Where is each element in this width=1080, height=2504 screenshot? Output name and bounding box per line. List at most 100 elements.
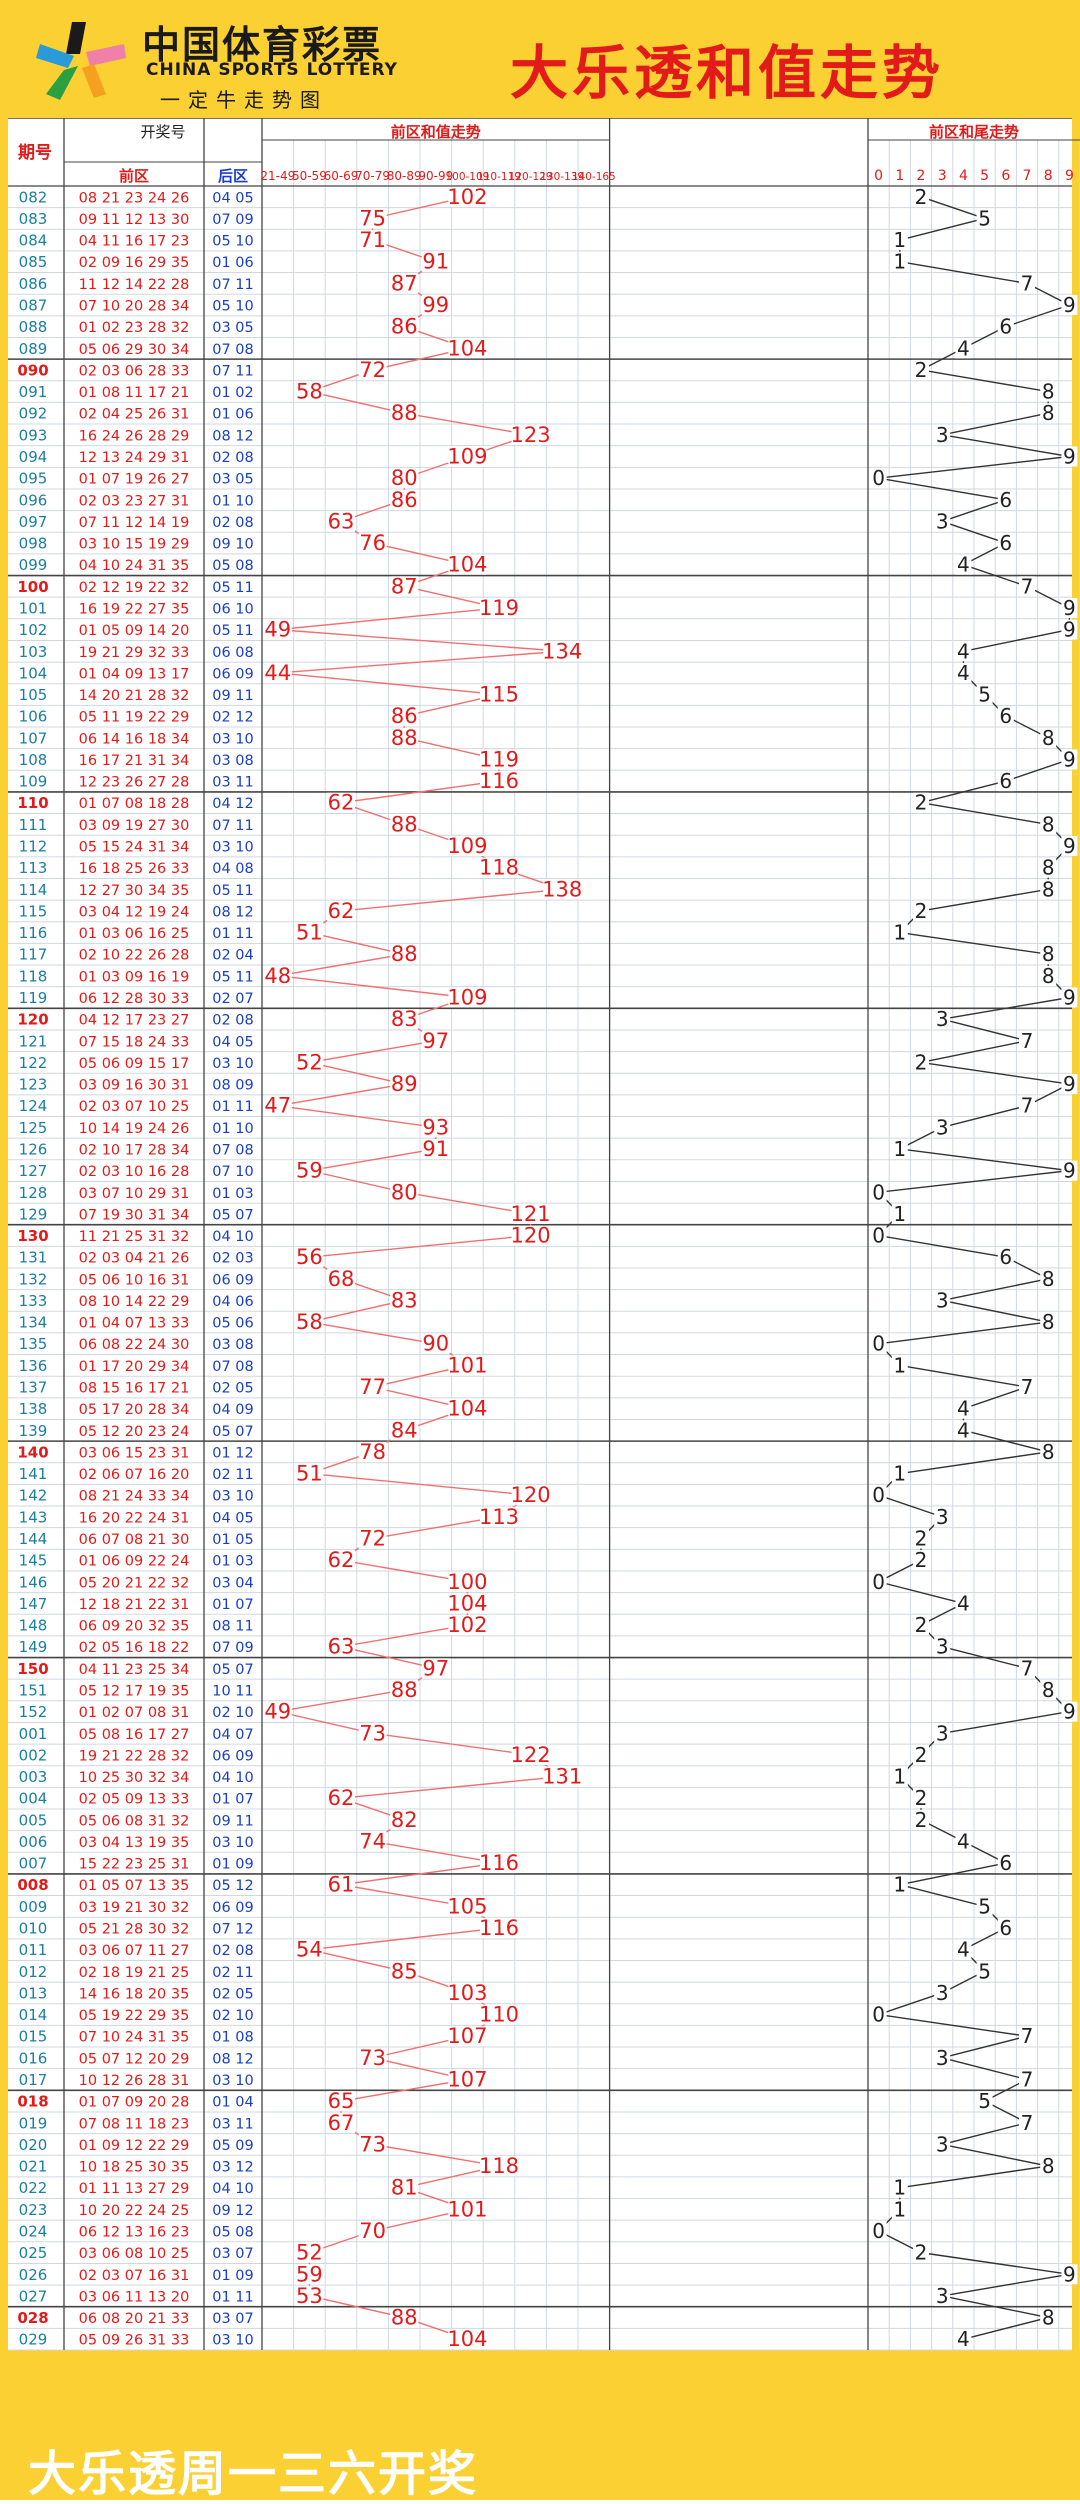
tail-value: 9 (1063, 2262, 1076, 2286)
sum-value: 53 (296, 2284, 323, 2308)
back-numbers: 01 06 (212, 255, 254, 271)
issue-number: 014 (19, 2006, 48, 2024)
back-numbers: 07 08 (212, 342, 254, 358)
tail-marker-bg (955, 641, 972, 662)
lottery-logo-icon (36, 22, 126, 100)
tail-value: 9 (1063, 445, 1076, 469)
tail-marker-bg (997, 706, 1014, 727)
tail-trend-segment (941, 520, 1007, 544)
tail-value: 8 (1042, 812, 1055, 836)
bottom-fill (0, 2350, 1080, 2420)
tail-value: 8 (1042, 2306, 1055, 2330)
front-numbers: 01 02 07 08 31 (79, 1705, 190, 1721)
back-numbers: 05 08 (212, 558, 254, 574)
issue-number: 133 (19, 1292, 48, 1310)
front-numbers: 03 19 21 30 32 (79, 1900, 190, 1916)
issue-number: 125 (19, 1119, 48, 1137)
issue-number: 135 (19, 1335, 48, 1353)
sum-value: 88 (391, 2306, 418, 2330)
sum-marker-bg (421, 1117, 450, 1138)
back-numbers: 05 06 (212, 1316, 254, 1332)
tail-marker-bg (870, 1333, 887, 1354)
back-numbers: 03 05 (212, 320, 254, 336)
tail-marker-bg (1061, 2264, 1078, 2285)
tail-trend-segment (942, 434, 1070, 458)
tail-trend-segment (942, 2143, 1049, 2167)
sum-value: 48 (264, 964, 291, 988)
back-numbers: 01 03 (212, 1186, 254, 1202)
issue-number: 027 (19, 2287, 48, 2305)
front-numbers: 10 20 22 24 25 (79, 2203, 190, 2219)
tail-value: 9 (1063, 986, 1076, 1010)
sum-value: 118 (479, 856, 519, 880)
sum-value: 52 (296, 2241, 323, 2265)
sum-trend-segment (340, 1884, 468, 1908)
sum-marker-bg (448, 1615, 487, 1636)
tail-marker-bg (1040, 403, 1057, 424)
front-numbers: 03 07 10 29 31 (79, 1186, 190, 1202)
back-numbers: 04 10 (212, 1770, 254, 1786)
back-numbers: 08 11 (212, 1619, 254, 1635)
sum-marker-bg (448, 1355, 487, 1376)
tail-value: 9 (1063, 834, 1076, 858)
front-numbers: 12 23 26 27 28 (79, 775, 190, 791)
front-numbers: 07 11 12 14 19 (79, 515, 190, 531)
sum-value: 100 (447, 1570, 487, 1594)
tail-marker-bg (1061, 1160, 1078, 1181)
sum-value: 76 (359, 531, 386, 555)
sum-marker-bg (480, 2156, 518, 2177)
tail-value: 9 (1063, 1159, 1076, 1183)
tail-value: 2 (915, 185, 928, 209)
front-numbers: 05 21 28 30 32 (79, 1922, 190, 1938)
sum-marker-bg (480, 684, 518, 705)
issue-number: 150 (17, 1660, 48, 1678)
back-numbers: 05 11 (212, 580, 254, 596)
sum-trend-segment (340, 2078, 468, 2102)
front-numbers: 03 06 08 10 25 (79, 2246, 190, 2262)
tail-header: 前区和尾走势 (929, 123, 1019, 141)
back-numbers: 04 08 (212, 861, 254, 877)
back-numbers: 08 12 (212, 428, 254, 444)
issue-number: 127 (19, 1162, 48, 1180)
sum-value: 113 (479, 1505, 519, 1529)
tail-value: 2 (915, 1808, 928, 1832)
sum-trend-segment (277, 1083, 405, 1107)
tail-value: 4 (957, 661, 970, 685)
front-numbers: 02 12 19 22 32 (79, 580, 190, 596)
front-numbers: 19 21 22 28 32 (79, 1748, 190, 1764)
sum-value: 101 (447, 1353, 487, 1377)
sum-marker-bg (511, 1225, 550, 1246)
issue-number: 002 (19, 1746, 48, 1764)
issue-number: 087 (19, 297, 48, 315)
tail-marker-bg (976, 208, 993, 229)
front-numbers: 05 17 20 28 34 (79, 1402, 190, 1418)
tail-value: 4 (957, 553, 970, 577)
issue-number: 124 (19, 1097, 48, 1115)
tail-value: 8 (1042, 964, 1055, 988)
tail-marker-bg (934, 511, 951, 532)
issue-number: 132 (19, 1270, 48, 1288)
sum-marker-bg (358, 1377, 387, 1398)
tail-digit-label: 1 (895, 168, 904, 184)
front-numbers: 02 03 10 16 28 (79, 1164, 190, 1180)
tail-value: 1 (893, 1765, 906, 1789)
issue-number: 017 (19, 2071, 48, 2089)
tail-marker-bg (997, 489, 1014, 510)
sum-marker-bg (421, 1030, 450, 1051)
sum-marker-bg (448, 1593, 487, 1614)
front-numbers: 02 03 06 28 33 (79, 363, 190, 379)
front-numbers: 02 03 07 16 31 (79, 2268, 190, 2284)
tail-marker-bg (913, 900, 929, 921)
tail-marker-bg (955, 1831, 972, 1852)
front-numbers: 06 08 22 24 30 (79, 1337, 190, 1353)
tail-marker-bg (1061, 749, 1078, 770)
tail-value: 8 (1042, 1267, 1055, 1291)
tail-marker-bg (934, 1506, 951, 1527)
tail-trend-segment (878, 477, 1006, 501)
tail-value: 1 (893, 1137, 906, 1161)
back-numbers: 02 08 (212, 1943, 254, 1959)
tail-marker-bg (1040, 1268, 1057, 1289)
sum-value: 49 (264, 618, 291, 642)
tail-marker-bg (891, 1203, 908, 1224)
tail-marker-bg (934, 2134, 951, 2155)
